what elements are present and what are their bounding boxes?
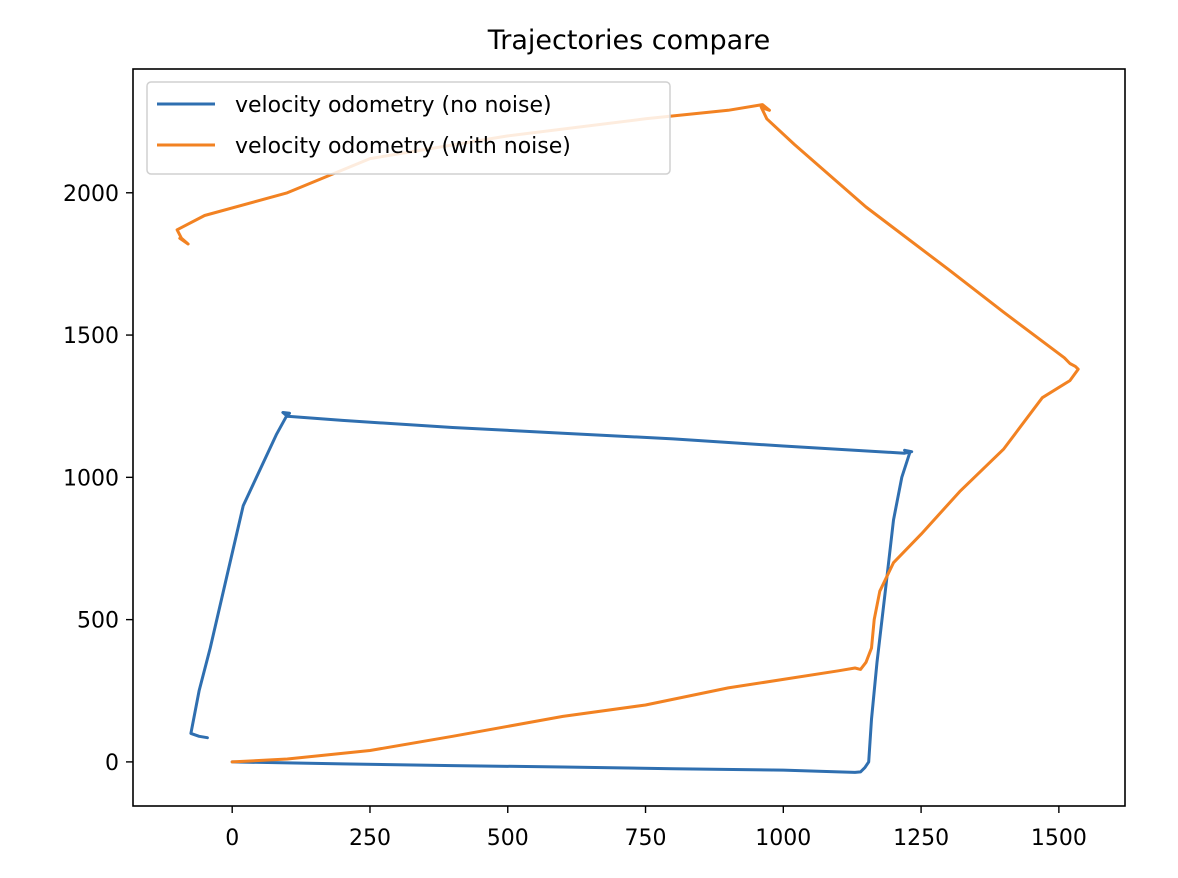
x-tick-label: 1500 xyxy=(1031,826,1087,851)
plot-area xyxy=(175,103,1080,774)
y-tick-label: 1000 xyxy=(63,466,119,491)
x-tick-label: 1250 xyxy=(893,826,949,851)
axes-frame xyxy=(132,68,1126,807)
legend-label-1: velocity odometry (no noise) xyxy=(235,93,552,118)
x-tick-label: 250 xyxy=(349,826,391,851)
y-tick-label: 2000 xyxy=(63,182,119,207)
axes: 0 250 500 750 1000 1250 1500 0 500 1000 1500 2000 xyxy=(63,68,1126,851)
series-line-1 xyxy=(189,411,914,774)
x-tick-label: 0 xyxy=(225,826,239,851)
chart-title: Trajectories compare xyxy=(487,25,771,56)
legend-box xyxy=(146,81,671,175)
legend: velocity odometry (no noise) velocity odo… xyxy=(146,81,671,175)
y-tick-label: 0 xyxy=(105,751,119,776)
x-tick-label: 500 xyxy=(487,826,529,851)
legend-label-2: velocity odometry (with noise) xyxy=(235,134,571,159)
y-tick-label: 1500 xyxy=(63,324,119,349)
x-tick-label: 1000 xyxy=(755,826,811,851)
y-tick-label: 500 xyxy=(77,609,119,634)
x-tick-label: 750 xyxy=(625,826,667,851)
series-line-2 xyxy=(175,103,1080,764)
